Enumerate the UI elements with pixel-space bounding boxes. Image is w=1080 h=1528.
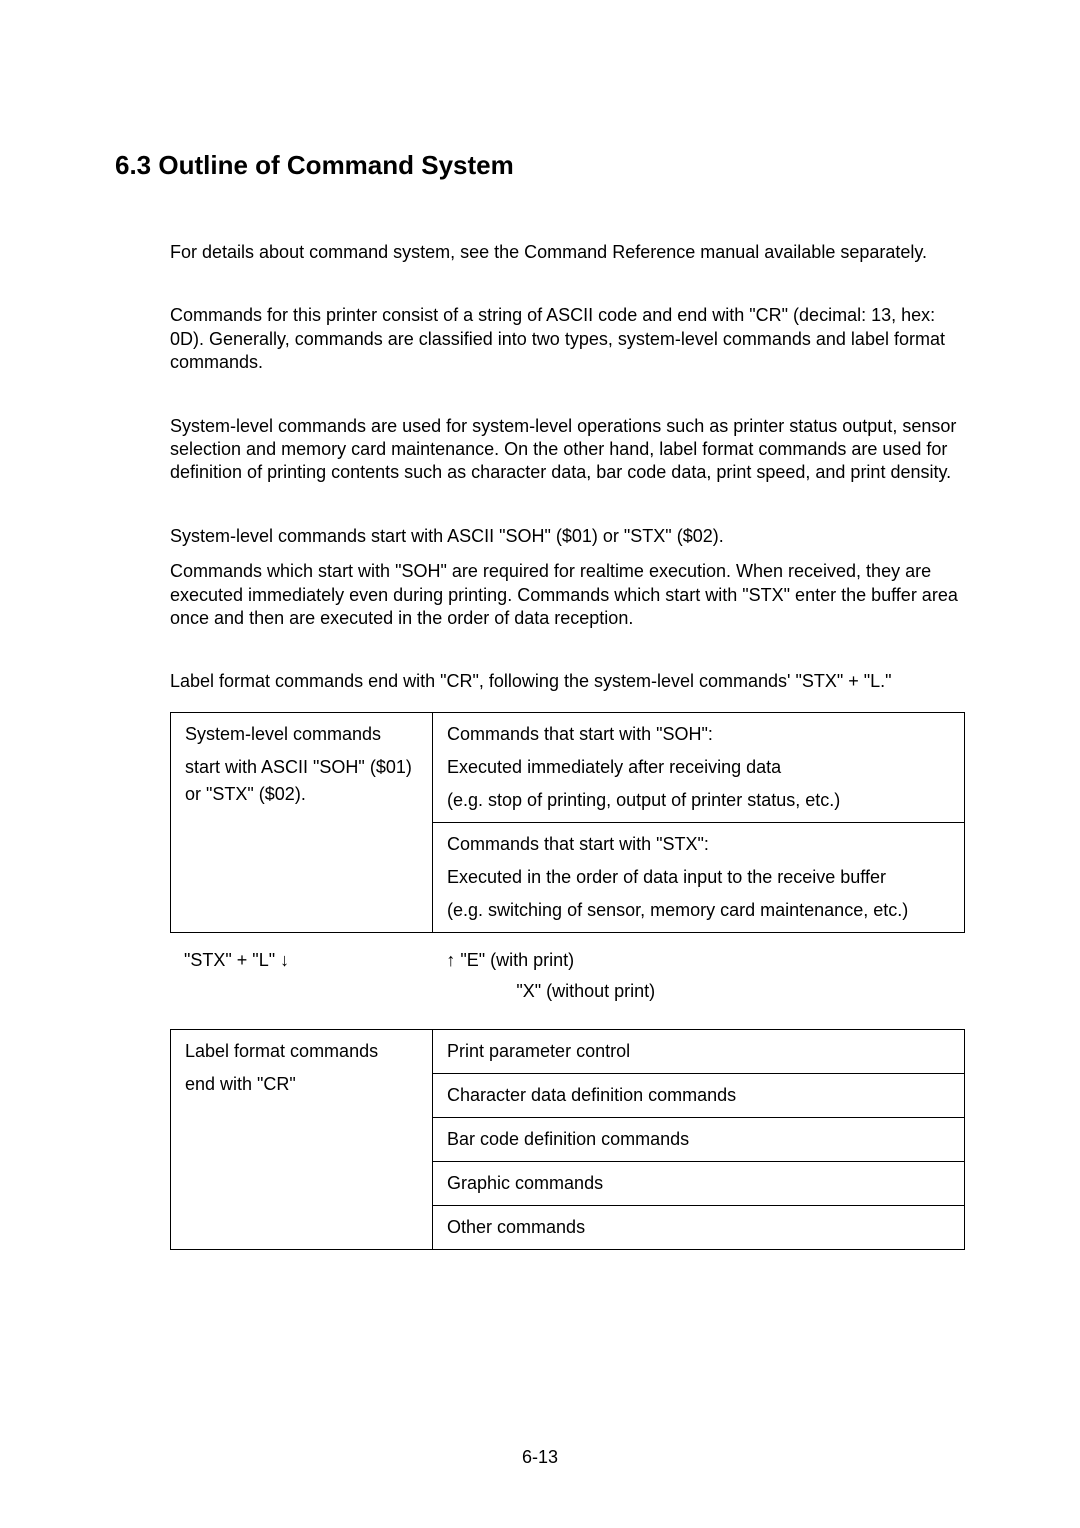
- table-row: System-level commands start with ASCII "…: [171, 712, 965, 822]
- table-cell-left: System-level commands start with ASCII "…: [171, 712, 433, 932]
- table-cell-right: Commands that start with "STX": Executed…: [433, 822, 965, 932]
- paragraph: For details about command system, see th…: [170, 241, 965, 264]
- cell-line: Commands that start with "SOH":: [447, 721, 950, 748]
- page-number: 6-13: [0, 1447, 1080, 1468]
- system-level-commands-table: System-level commands start with ASCII "…: [170, 712, 965, 933]
- arrow-up-icon: ↑ "E" (with print): [446, 950, 574, 970]
- e-with-print: ↑ "E" (with print): [446, 949, 965, 972]
- cell-line: (e.g. switching of sensor, memory card m…: [447, 897, 950, 924]
- cell-line: Label format commands: [185, 1038, 418, 1065]
- arrow-down-icon: "STX" + "L" ↓: [184, 950, 289, 970]
- cell-line: System-level commands: [185, 721, 418, 748]
- table-cell-right: Bar code definition commands: [433, 1118, 965, 1162]
- cell-line: start with ASCII "SOH" ($01) or "STX" ($…: [185, 754, 418, 808]
- cell-line: (e.g. stop of printing, output of printe…: [447, 787, 950, 814]
- section-heading: 6.3 Outline of Command System: [115, 150, 965, 181]
- between-tables-text: "STX" + "L" ↓ ↑ "E" (with print) "X" (wi…: [170, 949, 965, 1004]
- table-cell-right: Other commands: [433, 1206, 965, 1250]
- cell-line: Commands that start with "STX":: [447, 831, 950, 858]
- paragraph: Commands which start with "SOH" are requ…: [170, 560, 965, 630]
- table-cell-right: Commands that start with "SOH": Executed…: [433, 712, 965, 822]
- stx-l-label: "STX" + "L" ↓: [170, 949, 432, 972]
- cell-line: Executed immediately after receiving dat…: [447, 754, 950, 781]
- content-area: For details about command system, see th…: [170, 241, 965, 1250]
- table-row: Label format commands end with "CR" Prin…: [171, 1030, 965, 1074]
- paragraph: Label format commands end with "CR", fol…: [170, 670, 965, 693]
- paragraph: System-level commands start with ASCII "…: [170, 525, 965, 548]
- table-cell-right: Print parameter control: [433, 1030, 965, 1074]
- cell-line: Executed in the order of data input to t…: [447, 864, 950, 891]
- label-format-commands-table: Label format commands end with "CR" Prin…: [170, 1029, 965, 1250]
- x-without-print: "X" (without print): [446, 980, 965, 1003]
- paragraph: System-level commands are used for syste…: [170, 415, 965, 485]
- paragraph: Commands for this printer consist of a s…: [170, 304, 965, 374]
- table-cell-left: Label format commands end with "CR": [171, 1030, 433, 1250]
- table-cell-right: Graphic commands: [433, 1162, 965, 1206]
- cell-line: end with "CR": [185, 1071, 418, 1098]
- table-cell-right: Character data definition commands: [433, 1074, 965, 1118]
